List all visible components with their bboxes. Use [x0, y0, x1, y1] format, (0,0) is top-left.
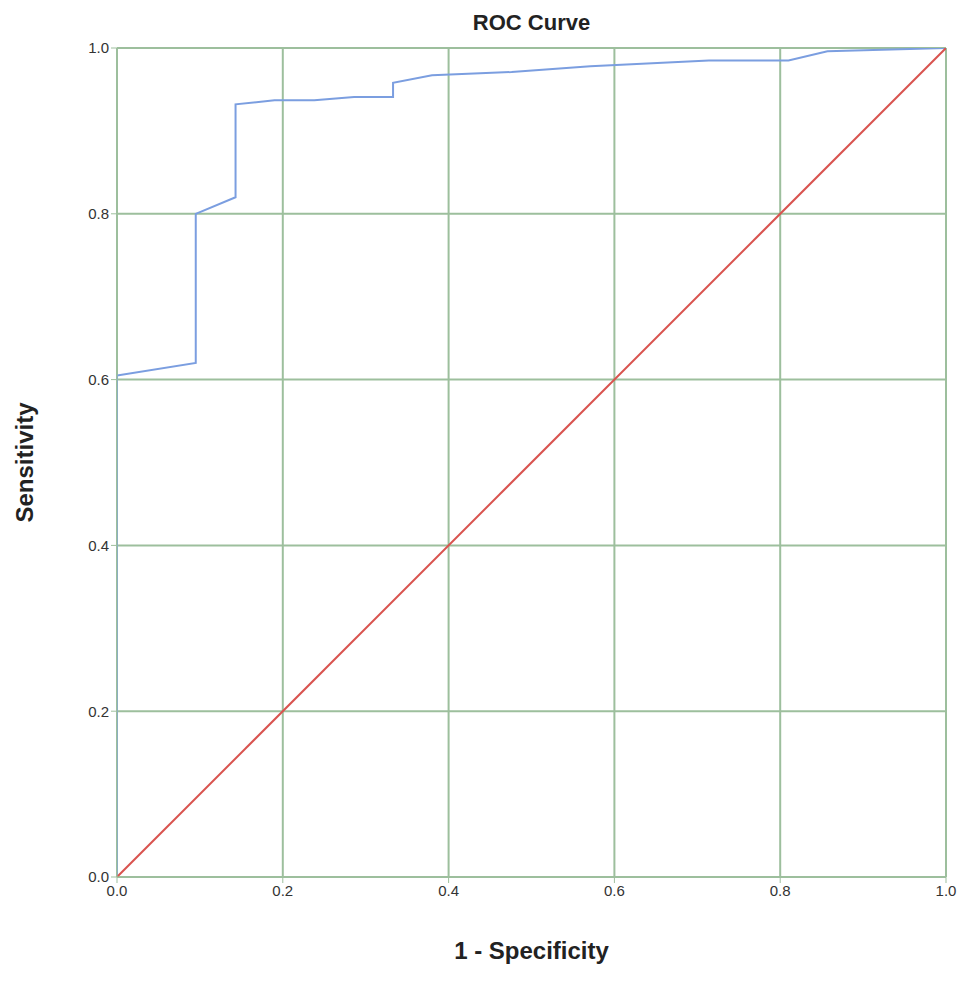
svg-text:0.8: 0.8	[88, 205, 109, 222]
svg-text:0.2: 0.2	[272, 882, 293, 899]
svg-text:0.0: 0.0	[88, 868, 109, 885]
svg-text:1.0: 1.0	[936, 882, 957, 899]
svg-text:0.6: 0.6	[604, 882, 625, 899]
svg-text:0.8: 0.8	[770, 882, 791, 899]
svg-text:0.4: 0.4	[88, 537, 109, 554]
svg-text:1 - Specificity: 1 - Specificity	[454, 937, 609, 964]
svg-text:0.0: 0.0	[107, 882, 128, 899]
html-text:ROC Curve: ROC Curve	[472, 10, 591, 35]
svg-text:1.0: 1.0	[88, 39, 109, 56]
svg-text:0.4: 0.4	[438, 882, 459, 899]
svg-text:0.6: 0.6	[88, 371, 109, 388]
svg-text:0.2: 0.2	[88, 703, 109, 720]
svg-text:Sensitivity: Sensitivity	[11, 402, 38, 523]
